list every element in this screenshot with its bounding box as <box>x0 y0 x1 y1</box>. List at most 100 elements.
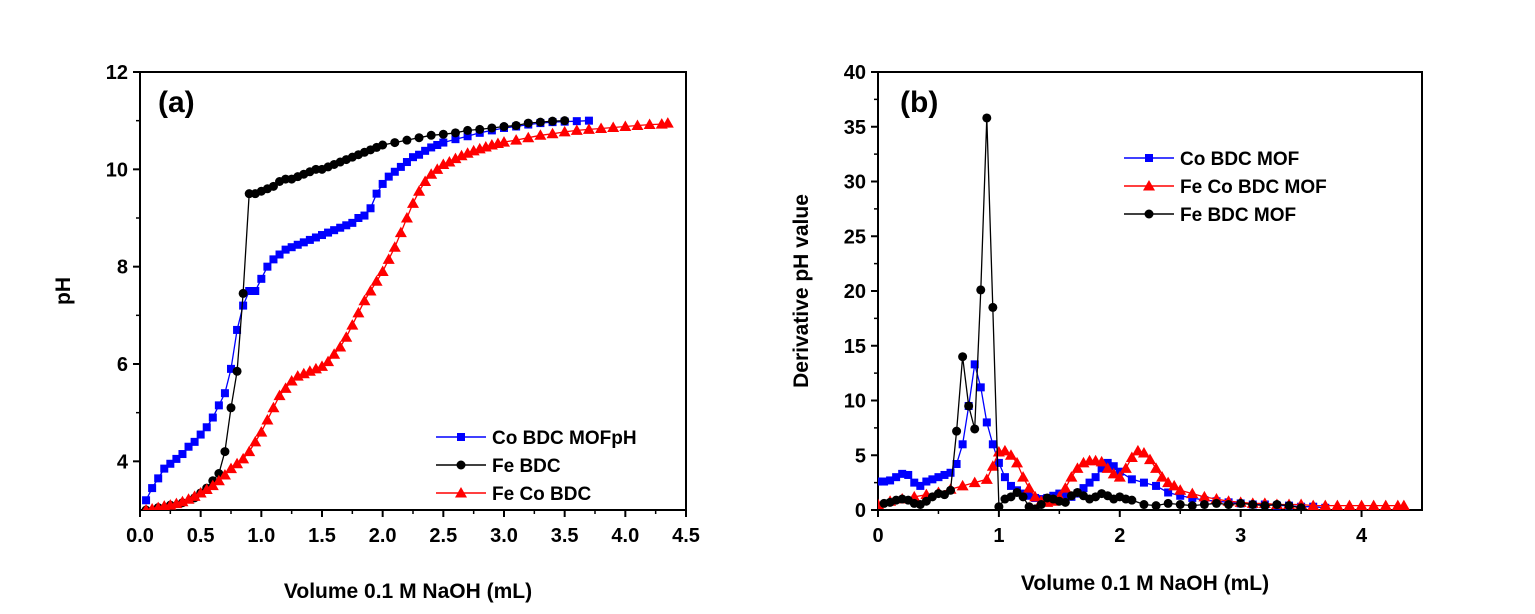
data-point <box>378 140 388 150</box>
data-point <box>1162 476 1175 488</box>
y-tick-label: 35 <box>844 117 866 139</box>
data-point <box>1137 447 1150 458</box>
data-point <box>1004 449 1017 460</box>
x-tick-label: 4.5 <box>672 525 700 547</box>
y-tick-label: 10 <box>844 391 866 413</box>
data-point <box>487 123 497 133</box>
data-point <box>1017 471 1030 482</box>
x-tick-label: 0 <box>872 525 883 547</box>
y-tick-label: 20 <box>844 281 866 303</box>
data-point <box>956 479 969 491</box>
data-point <box>413 185 426 196</box>
data-point <box>243 445 256 457</box>
data-point <box>269 255 278 264</box>
data-point <box>330 226 339 235</box>
y-tick-label: 30 <box>844 172 866 194</box>
data-point <box>1272 500 1282 510</box>
data-point <box>1248 500 1258 510</box>
data-point <box>208 413 217 422</box>
data-point <box>148 484 157 493</box>
data-point <box>166 459 175 468</box>
data-point <box>1163 498 1173 508</box>
data-point <box>546 127 559 139</box>
data-point <box>1296 503 1306 510</box>
data-point <box>255 426 268 437</box>
y-tick-label: 15 <box>844 336 866 358</box>
data-point <box>643 118 656 130</box>
data-point <box>946 485 956 495</box>
data-point <box>1355 499 1368 510</box>
legend: Co BDC MOF Fe Co BDC MOF Fe BDC MOF <box>1124 149 1327 226</box>
series-line <box>878 364 1326 509</box>
data-point <box>449 152 462 164</box>
data-point <box>311 233 320 242</box>
data-point <box>402 158 411 167</box>
data-point <box>1059 482 1072 493</box>
data-point <box>212 474 225 486</box>
data-point <box>305 235 314 244</box>
data-point <box>584 116 593 125</box>
data-point <box>535 117 545 127</box>
data-point <box>1152 481 1161 490</box>
data-point <box>1023 482 1036 493</box>
data-point <box>1025 491 1034 500</box>
data-point <box>952 426 962 436</box>
data-point <box>194 486 207 498</box>
data-point <box>324 228 333 237</box>
x-tick-label: 3.5 <box>551 525 579 547</box>
data-point <box>1343 499 1356 510</box>
data-point <box>257 274 266 283</box>
x-tick-label: 1.5 <box>308 525 336 547</box>
chart-panel-a: 0.0 0.5 1.0 1.5 2.0 2.5 3.0 3.5 4.0 4.5 4 6 8 10 12 Vol… <box>52 62 700 603</box>
data-point <box>1176 491 1185 500</box>
data-point <box>426 130 436 140</box>
data-point <box>196 430 205 439</box>
series-3 <box>879 113 1306 510</box>
x-tick-label: 2 <box>1114 525 1125 547</box>
data-point <box>299 238 308 247</box>
data-point <box>511 121 521 131</box>
data-point <box>419 175 432 186</box>
data-point <box>1139 500 1149 510</box>
data-point <box>1186 487 1199 499</box>
x-tick-label: 1 <box>993 525 1004 547</box>
y-tick-label: 25 <box>844 226 866 248</box>
data-point <box>1150 462 1163 473</box>
data-point <box>982 418 991 427</box>
data-point <box>1236 498 1246 508</box>
data-point <box>892 473 901 482</box>
data-point <box>619 120 632 132</box>
data-point <box>285 375 298 386</box>
data-point <box>293 240 302 249</box>
data-point <box>172 454 181 463</box>
data-point <box>142 504 150 510</box>
data-point <box>394 226 407 238</box>
data-point <box>340 331 353 342</box>
data-point <box>904 470 913 479</box>
legend-marker <box>455 487 467 498</box>
y-tick-label: 40 <box>844 62 866 84</box>
series-3 <box>142 117 674 510</box>
data-point <box>1097 464 1106 473</box>
data-point <box>1036 500 1046 510</box>
data-point <box>498 136 510 147</box>
data-point <box>225 462 237 474</box>
data-point <box>318 231 326 240</box>
legend-marker <box>457 433 465 441</box>
x-tick-label: 4.0 <box>611 525 639 547</box>
x-tick-label: 0.0 <box>126 525 154 547</box>
legend-marker <box>456 460 466 470</box>
legend-marker <box>1143 180 1155 191</box>
data-point <box>358 294 371 306</box>
data-point <box>232 366 242 376</box>
data-point <box>1060 497 1070 507</box>
y-tick-label: 12 <box>106 62 128 84</box>
data-point <box>1006 481 1015 490</box>
x-tick-label: 3.0 <box>490 525 518 547</box>
data-point <box>463 132 472 141</box>
data-point <box>558 125 571 137</box>
data-point <box>154 474 163 483</box>
data-point <box>316 360 328 371</box>
data-point <box>1211 498 1221 508</box>
